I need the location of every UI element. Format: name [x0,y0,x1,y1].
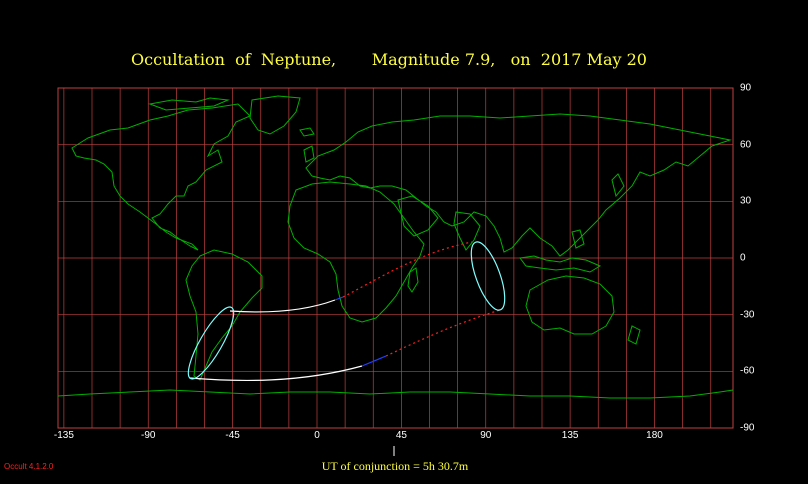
version-label: Occult 4.1.2.0 [4,462,54,471]
graticule [58,88,733,428]
path-south-twilight [361,355,387,367]
coast-south-america [185,249,263,381]
coast-madagascar [407,267,419,293]
coast-africa [287,181,425,323]
longitude-tick-label: 0 [314,430,320,441]
title-event: Occultation of Neptune, [131,50,337,69]
path-north-twilight [334,296,344,301]
coast-antarctica [57,389,734,399]
latitude-tick-label: 0 [740,252,746,264]
coast-new-zealand [627,325,641,345]
coast-philippines [571,229,585,249]
latitude-tick-label: -60 [740,365,755,377]
longitude-tick-label: 90 [480,430,492,441]
path-north-night [342,241,473,298]
longitude-tick-label: 135 [561,430,579,441]
longitude-tick-label: -45 [225,430,240,441]
coast-se-asia-islands [519,255,602,273]
latitude-tick-label: -90 [740,422,755,434]
title-magnitude: Magnitude 7.9, [371,50,496,69]
occultation-path [187,241,506,382]
latitude-tick-label: 30 [740,195,752,207]
coast-eurasia [305,113,732,257]
path-south-day [189,365,363,382]
coast-iceland [299,127,315,137]
coast-arabia [397,195,439,237]
longitude-tick-label: -135 [53,430,74,441]
east-limit-ellipse [470,241,506,311]
conjunction-time: UT of conjunction = 5h 30.7m [321,459,469,473]
path-south-night [385,309,501,357]
west-limit-ellipse [187,306,235,380]
longitude-tick-label: 180 [646,430,663,441]
coast-arctic-islands [148,97,230,111]
coast-australia [525,275,615,335]
title-date: on 2017 May 20 [510,50,647,69]
longitude-tick-label: -90 [141,430,156,441]
coastlines [57,95,734,399]
latitude-tick-label: 90 [740,82,752,94]
coast-british-isles [303,145,315,163]
latitude-tick-label: 60 [740,139,752,151]
longitude-tick-label: 45 [395,430,407,441]
path-north-day [229,299,336,313]
map-title: Occultation of Neptune, Magnitude 7.9, o… [0,50,778,69]
coast-india [453,211,481,251]
latitude-tick-label: -30 [740,309,755,321]
coast-greenland [249,95,301,135]
coast-japan [611,173,625,198]
coast-north-america [71,103,251,251]
